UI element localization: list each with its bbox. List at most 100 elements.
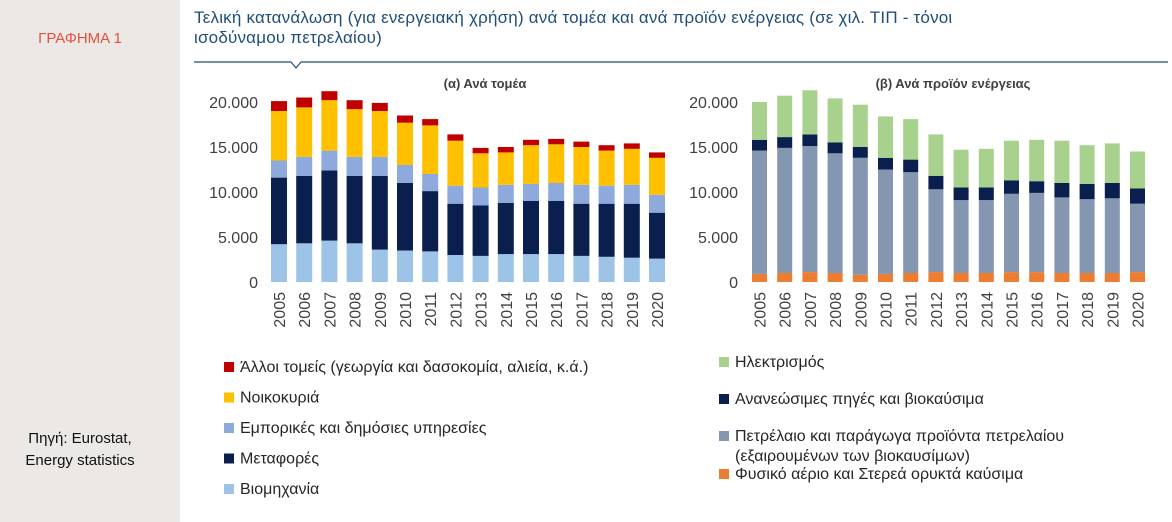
bar-segment xyxy=(523,145,539,184)
bar-segment xyxy=(1104,143,1120,183)
bar-segment xyxy=(321,240,338,282)
bar-segment xyxy=(878,273,893,282)
x-tick-label: 2008 xyxy=(348,292,365,328)
bar-segment xyxy=(598,150,615,186)
bar-segment xyxy=(978,273,994,282)
bar-segment xyxy=(321,150,338,171)
bar-segment xyxy=(649,212,665,259)
bar-segment xyxy=(523,183,539,201)
bar-segment xyxy=(523,139,539,146)
bar-segment xyxy=(827,142,843,154)
legend-swatch xyxy=(224,392,234,403)
bar-segment xyxy=(1054,140,1070,183)
bar-segment xyxy=(346,156,363,176)
bar-segment xyxy=(548,201,565,255)
y-tick-label: 20.000 xyxy=(689,95,738,112)
x-tick-label: 2009 xyxy=(373,292,390,328)
bar-segment xyxy=(598,203,615,257)
bar-segment xyxy=(1079,273,1095,282)
legend-label: Άλλοι τομείς (γεωργία και δασοκομία, αλι… xyxy=(240,359,588,376)
bar-segment xyxy=(878,157,893,170)
x-tick-label: 2010 xyxy=(879,292,896,328)
x-tick-label: 2006 xyxy=(297,292,314,328)
bar-segment xyxy=(523,201,539,255)
bar-segment xyxy=(1104,273,1120,282)
bar-segment xyxy=(1079,183,1095,200)
bar-segment xyxy=(397,122,413,165)
bar-segment xyxy=(1130,203,1145,273)
bar-segment xyxy=(777,147,793,273)
figure-title: Τελική κατανάλωση (για ενεργειακή χρήση)… xyxy=(194,8,1164,48)
bar-segment xyxy=(371,102,388,111)
bar-segment xyxy=(623,143,640,149)
legend-label: Νοικοκυριά xyxy=(240,390,319,407)
bar-segment xyxy=(827,153,843,273)
bar-segment xyxy=(928,189,944,273)
bar-segment xyxy=(346,175,363,244)
bar-segment xyxy=(1104,198,1120,273)
bar-segment xyxy=(1029,181,1045,193)
bar-segment xyxy=(1104,183,1120,199)
y-tick-label: 0 xyxy=(729,275,738,292)
x-tick-label: 2020 xyxy=(1131,292,1148,328)
x-tick-label: 2016 xyxy=(1030,292,1047,328)
legend-label: Βιομηχανία xyxy=(240,481,319,498)
bar-segment xyxy=(271,244,287,282)
bar-segment xyxy=(903,273,919,282)
x-tick-label: 2014 xyxy=(979,292,996,328)
bar-segment xyxy=(472,147,489,154)
x-tick-label: 2019 xyxy=(625,292,642,328)
bar-segment xyxy=(397,250,413,282)
bar-segment xyxy=(802,146,818,273)
bar-segment xyxy=(447,134,464,141)
x-tick-label: 2006 xyxy=(778,292,795,328)
x-tick-label: 2010 xyxy=(398,292,415,328)
bar-segment xyxy=(978,200,994,273)
bar-segment xyxy=(346,109,363,157)
x-tick-label: 2007 xyxy=(322,292,339,328)
bar-segment xyxy=(472,205,489,256)
bar-segment xyxy=(1029,139,1045,182)
bar-segment xyxy=(497,184,514,203)
bar-segment xyxy=(497,152,514,185)
chart-by-product: (β) Ανά προϊόν ενέργειας 0 5.000 10.000 15.0… xyxy=(689,76,1147,328)
x-tick-label: 2013 xyxy=(954,292,971,328)
bar-segment xyxy=(752,102,767,140)
bar-segment xyxy=(802,134,818,147)
bar-segment xyxy=(777,95,793,138)
bar-segment xyxy=(497,202,514,255)
bar-segment xyxy=(371,156,388,176)
x-tick-label: 2013 xyxy=(474,292,491,328)
legend-swatch xyxy=(719,469,729,479)
bar-segment xyxy=(953,273,969,282)
bar-segment xyxy=(649,258,665,282)
bar-segment xyxy=(497,254,514,282)
x-tick-label: 2020 xyxy=(650,292,667,328)
bar-segment xyxy=(1004,140,1019,181)
y-tick-label: 5.000 xyxy=(218,230,258,247)
bar-segment xyxy=(802,90,818,135)
title-underline xyxy=(194,61,1168,69)
bar-segment xyxy=(802,272,818,282)
bar-segment xyxy=(1130,188,1145,204)
bar-segment xyxy=(598,256,615,282)
bar-segment xyxy=(852,157,868,275)
bar-segment xyxy=(573,184,590,204)
bar-segment xyxy=(827,273,843,282)
source-line-2: Energy statistics xyxy=(25,452,135,469)
x-tick-label: 2015 xyxy=(524,292,541,328)
bar-segment xyxy=(271,177,287,245)
bar-segment xyxy=(548,254,565,282)
legend-swatch xyxy=(719,357,729,367)
x-tick-label: 2007 xyxy=(803,292,820,328)
bar-segment xyxy=(548,144,565,183)
legend-by-product: Ηλεκτρισμός Ανανεώσιμες πηγές και βιοκαύσ… xyxy=(719,354,1064,483)
bar-segment xyxy=(852,274,868,282)
bar-segment xyxy=(1004,180,1019,194)
bar-segment xyxy=(447,255,464,282)
bar-segment xyxy=(953,200,969,273)
bar-segment xyxy=(397,165,413,183)
bar-segment xyxy=(296,97,313,108)
x-tick-label: 2011 xyxy=(904,292,921,327)
bar-segment xyxy=(649,157,665,195)
